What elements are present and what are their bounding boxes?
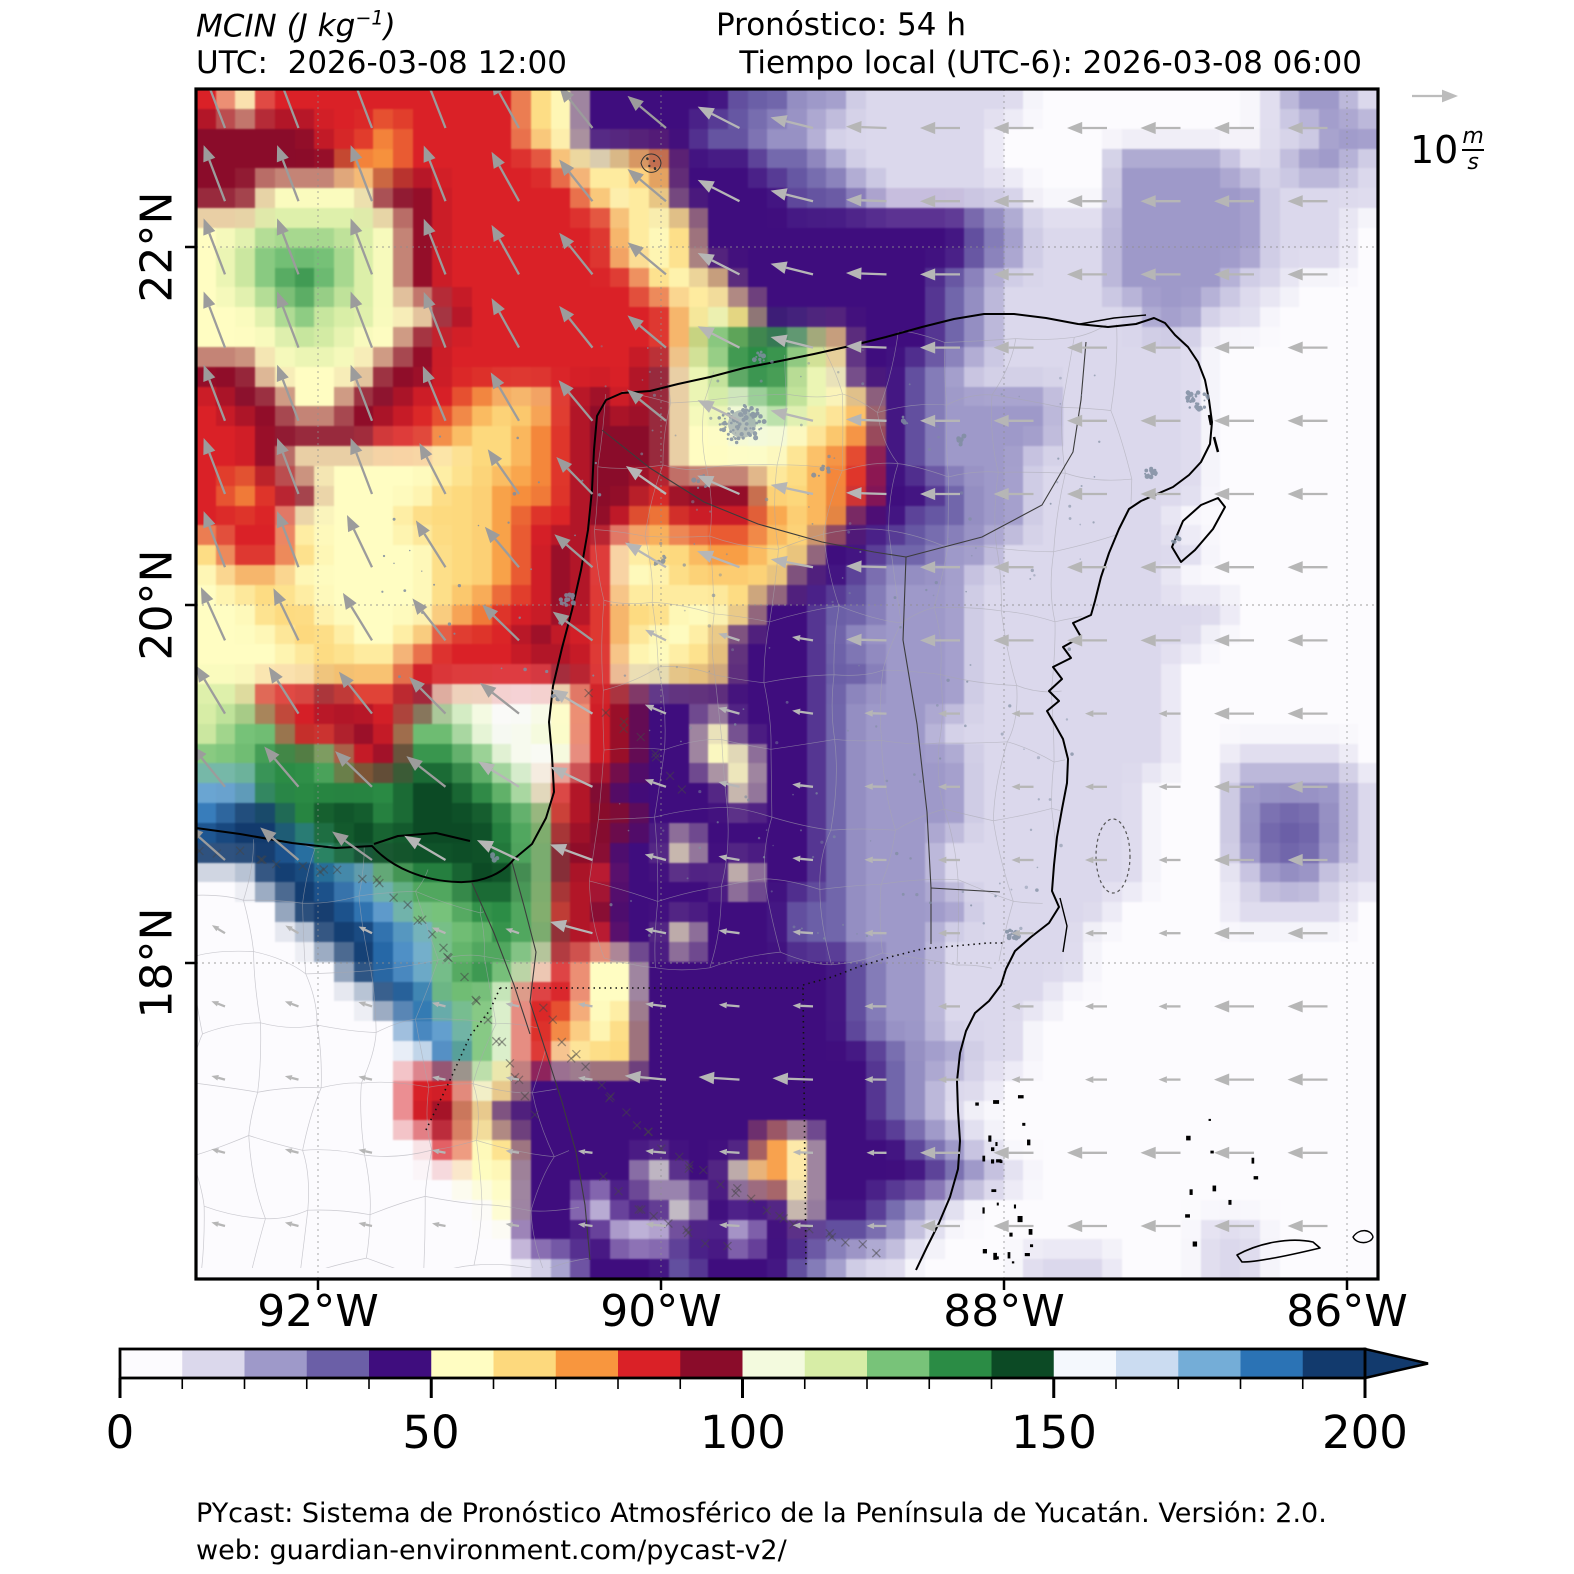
variable-title: MCIN (J kg−1) — [196, 8, 396, 43]
forecast-lead-label: Pronóstico: 54 h — [716, 7, 966, 43]
lat-tick-22n: 22°N — [131, 191, 183, 303]
colorbar-tick-50: 50 — [402, 1406, 460, 1459]
wind-reference-key: 10 m s — [1410, 126, 1484, 174]
colorbar-tick-150: 150 — [1011, 1406, 1097, 1459]
lat-tick-18n: 18°N — [131, 907, 183, 1019]
lon-tick-92w: 92°W — [257, 1286, 379, 1337]
footer-credit: PYcast: Sistema de Pronóstico Atmosféric… — [196, 1498, 1327, 1529]
wind-reference-units: m s — [1462, 124, 1484, 175]
variable-units: (J kg−1) — [276, 7, 396, 45]
local-time-label: Tiempo local (UTC-6): 2026-03-08 06:00 — [739, 45, 1362, 81]
colorbar-tick-100: 100 — [700, 1406, 786, 1459]
variable-name: MCIN — [196, 8, 277, 45]
colorbar-tick-200: 200 — [1322, 1406, 1408, 1459]
fraction-bar — [1462, 149, 1484, 151]
footer-url: web: guardian-environment.com/pycast-v2/ — [196, 1535, 787, 1566]
lon-tick-86w: 86°W — [1286, 1286, 1408, 1337]
utc-time-label: UTC: 2026-03-08 12:00 — [196, 45, 567, 81]
lon-tick-88w: 88°W — [943, 1286, 1065, 1337]
lat-tick-20n: 20°N — [131, 549, 183, 661]
colorbar-tick-0: 0 — [105, 1406, 135, 1459]
lon-tick-90w: 90°W — [600, 1286, 722, 1337]
mcin-field-canvas — [196, 89, 1378, 1279]
wind-reference-value: 10 — [1410, 128, 1459, 172]
